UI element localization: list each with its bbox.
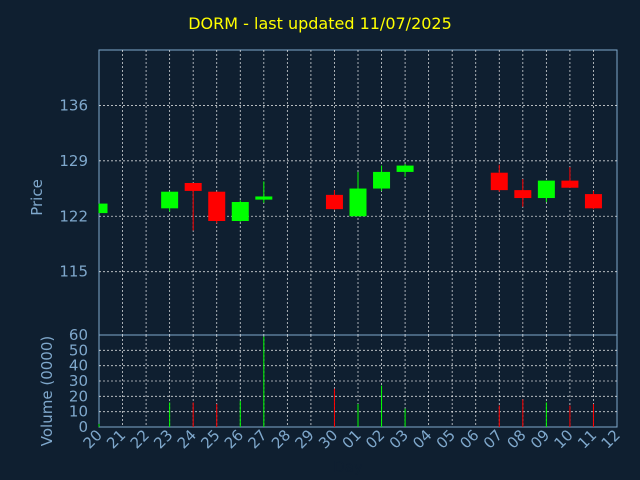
x-tick-label: 10 [551,426,577,452]
volume-tick-label: 40 [69,357,88,375]
candle-body [584,194,602,209]
x-tick-label: 30 [315,426,341,452]
x-tick-label: 26 [221,426,247,452]
candle-body [373,171,391,189]
x-tick-label: 23 [150,426,176,452]
candle-body [490,172,508,191]
price-axis-label: Price [28,179,46,216]
x-tick-label: 09 [527,426,553,452]
candle-body [349,188,367,217]
x-tick-label: 08 [503,426,529,452]
candle-body [325,194,343,210]
x-tick-label: 22 [127,426,153,452]
x-tick-label: 03 [386,426,412,452]
chart-title: DORM - last updated 11/07/2025 [188,14,452,33]
candle-body [99,203,108,214]
x-tick-label: 28 [268,426,294,452]
price-tick-label: 122 [59,207,88,225]
volume-tick-label: 10 [69,403,88,421]
x-tick-label: 07 [480,426,506,452]
x-tick-label: 04 [409,426,435,452]
candle-body [231,202,249,221]
x-tick-label: 11 [574,426,600,452]
volume-axis-label: Volume (0000) [38,336,56,446]
x-tick-label: 27 [244,426,270,452]
x-axis-label: Day [333,458,363,476]
volume-tick-label: 20 [69,387,88,405]
candle-body [208,191,226,221]
volume-tick-label: 30 [69,372,88,390]
x-tick-label: 24 [174,426,200,452]
price-tick-label: 115 [59,263,88,281]
candle-body [255,196,273,200]
x-tick-label: 06 [456,426,482,452]
candle-body [184,183,202,191]
x-tick-label: 12 [598,426,624,452]
volume-tick-label: 60 [69,326,88,344]
candle-body [561,180,579,188]
x-tick-label: 02 [362,426,388,452]
volume-tick-label: 0 [78,418,88,436]
volume-tick-label: 50 [69,341,88,359]
price-tick-label: 136 [59,96,88,114]
candle-body [537,180,555,199]
candle-body [514,190,532,199]
x-tick-label: 21 [103,426,129,452]
x-tick-label: 25 [197,426,223,452]
x-tick-label: 01 [339,426,365,452]
x-tick-label: 29 [292,426,318,452]
x-tick-label: 05 [433,426,459,452]
candle-body [396,165,414,172]
candle-body [161,191,179,209]
price-tick-label: 129 [59,152,88,170]
